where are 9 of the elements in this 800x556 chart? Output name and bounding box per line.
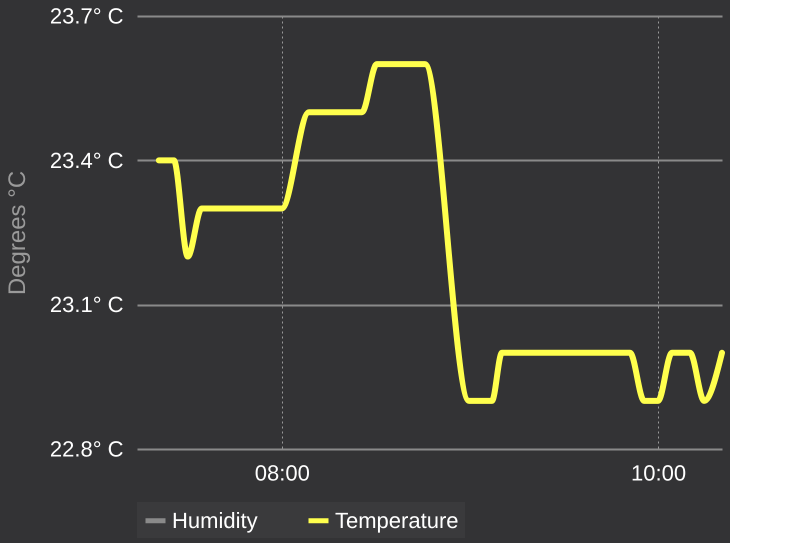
x-tick-label: 08:00 (254, 460, 310, 486)
y-tick-label: 22.8° C (50, 436, 124, 462)
y-tick-label: 23.1° C (50, 292, 124, 318)
legend-label: Temperature (335, 508, 459, 533)
y-tick-label: 23.4° C (50, 148, 124, 173)
y-tick-label: 23.7° C (50, 4, 124, 28)
y-axis-title: Degrees °C (4, 170, 31, 296)
legend-label: Humidity (172, 508, 258, 533)
x-tick-label: 10:00 (631, 460, 686, 486)
